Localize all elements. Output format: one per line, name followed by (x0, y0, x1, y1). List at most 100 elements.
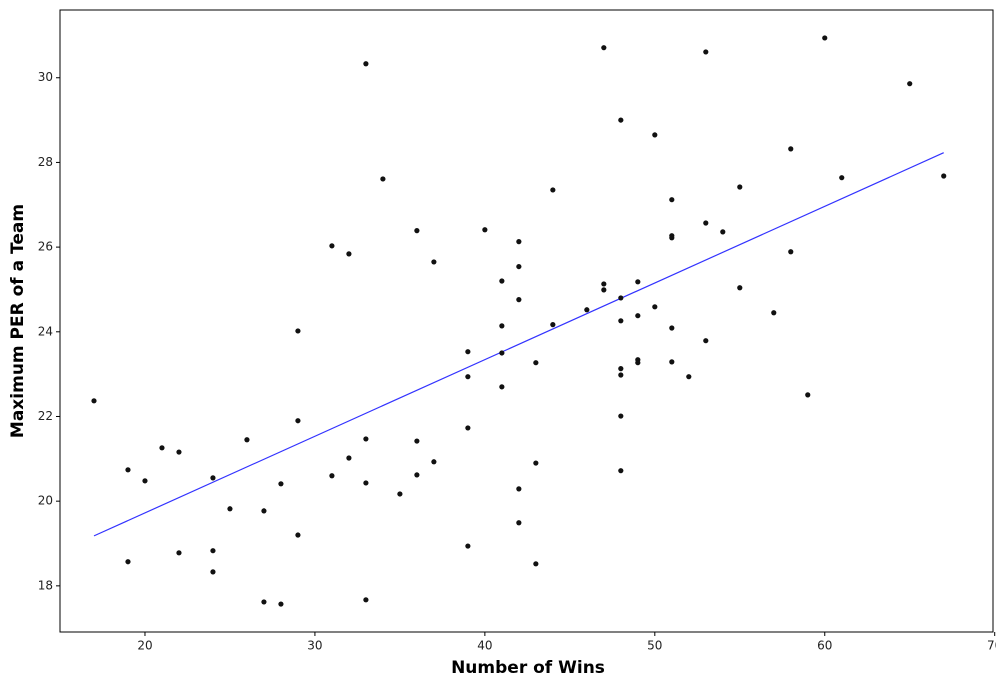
y-tick-label: 18 (38, 578, 53, 592)
point (601, 45, 607, 51)
point (363, 61, 369, 67)
point (533, 460, 539, 466)
point (397, 491, 403, 497)
point (669, 359, 675, 365)
point (771, 310, 777, 316)
point (278, 481, 284, 487)
point (941, 173, 947, 179)
point (414, 438, 420, 444)
point (210, 569, 216, 575)
point (720, 229, 726, 235)
point (482, 227, 488, 233)
point (414, 228, 420, 234)
point (261, 599, 267, 605)
point (907, 81, 913, 87)
point (499, 323, 505, 329)
point (329, 243, 335, 249)
plot-frame (59, 9, 994, 633)
point (618, 366, 624, 372)
point (703, 220, 709, 226)
point (533, 360, 539, 366)
point (669, 235, 675, 241)
point (635, 279, 641, 285)
y-tick-label: 30 (38, 70, 53, 84)
point (414, 472, 420, 478)
point (737, 285, 743, 291)
y-axis-title: Maximum PER of a Team (8, 204, 28, 438)
point (618, 468, 624, 474)
point (703, 338, 709, 344)
point (618, 372, 624, 378)
point (295, 328, 301, 334)
point (788, 249, 794, 255)
point (635, 313, 641, 319)
point (788, 146, 794, 152)
point (618, 295, 624, 301)
x-tick-label: 20 (137, 639, 152, 653)
y-tick-label: 22 (38, 409, 53, 423)
trend-line (93, 152, 944, 537)
point (499, 278, 505, 284)
point (516, 297, 522, 303)
point (652, 304, 658, 310)
point (550, 187, 556, 193)
point (159, 445, 165, 451)
point (499, 384, 505, 390)
point (618, 413, 624, 419)
point (601, 287, 607, 293)
point (329, 473, 335, 479)
point (176, 550, 182, 556)
point (516, 239, 522, 245)
point (363, 436, 369, 442)
point (618, 318, 624, 324)
point (125, 559, 131, 565)
point (295, 532, 301, 538)
point (465, 425, 471, 431)
point (533, 561, 539, 567)
point (635, 360, 641, 366)
point (516, 263, 522, 270)
point (669, 325, 675, 331)
point (210, 475, 216, 481)
x-tick-label: 60 (817, 639, 832, 653)
x-tick-label: 50 (647, 639, 662, 653)
point (465, 374, 471, 380)
point (346, 251, 352, 257)
point (210, 548, 216, 554)
point (550, 321, 556, 328)
point (822, 35, 828, 41)
point (805, 392, 811, 398)
point (669, 197, 675, 203)
point (176, 449, 182, 455)
y-tick-label: 24 (38, 324, 53, 338)
point (363, 480, 369, 486)
point (91, 398, 97, 404)
y-tick-label: 20 (38, 494, 53, 508)
point (584, 307, 590, 313)
point (686, 374, 692, 380)
point (380, 176, 386, 182)
point (142, 478, 148, 484)
point (601, 281, 607, 287)
point (465, 349, 471, 355)
y-tick-label: 28 (38, 155, 53, 169)
x-axis-title: Number of Wins (451, 658, 605, 678)
point (465, 543, 471, 549)
point (516, 486, 522, 492)
point (652, 132, 658, 138)
point (703, 49, 709, 55)
point (499, 350, 505, 356)
point (737, 184, 743, 190)
point (618, 117, 624, 123)
point (516, 520, 522, 526)
x-tick-label: 30 (307, 639, 322, 653)
point (244, 437, 250, 443)
point (839, 175, 845, 181)
point (363, 597, 369, 603)
point (261, 508, 267, 514)
y-tick-label: 26 (38, 240, 53, 254)
point (278, 601, 284, 607)
x-tick-label: 70 (987, 639, 996, 653)
